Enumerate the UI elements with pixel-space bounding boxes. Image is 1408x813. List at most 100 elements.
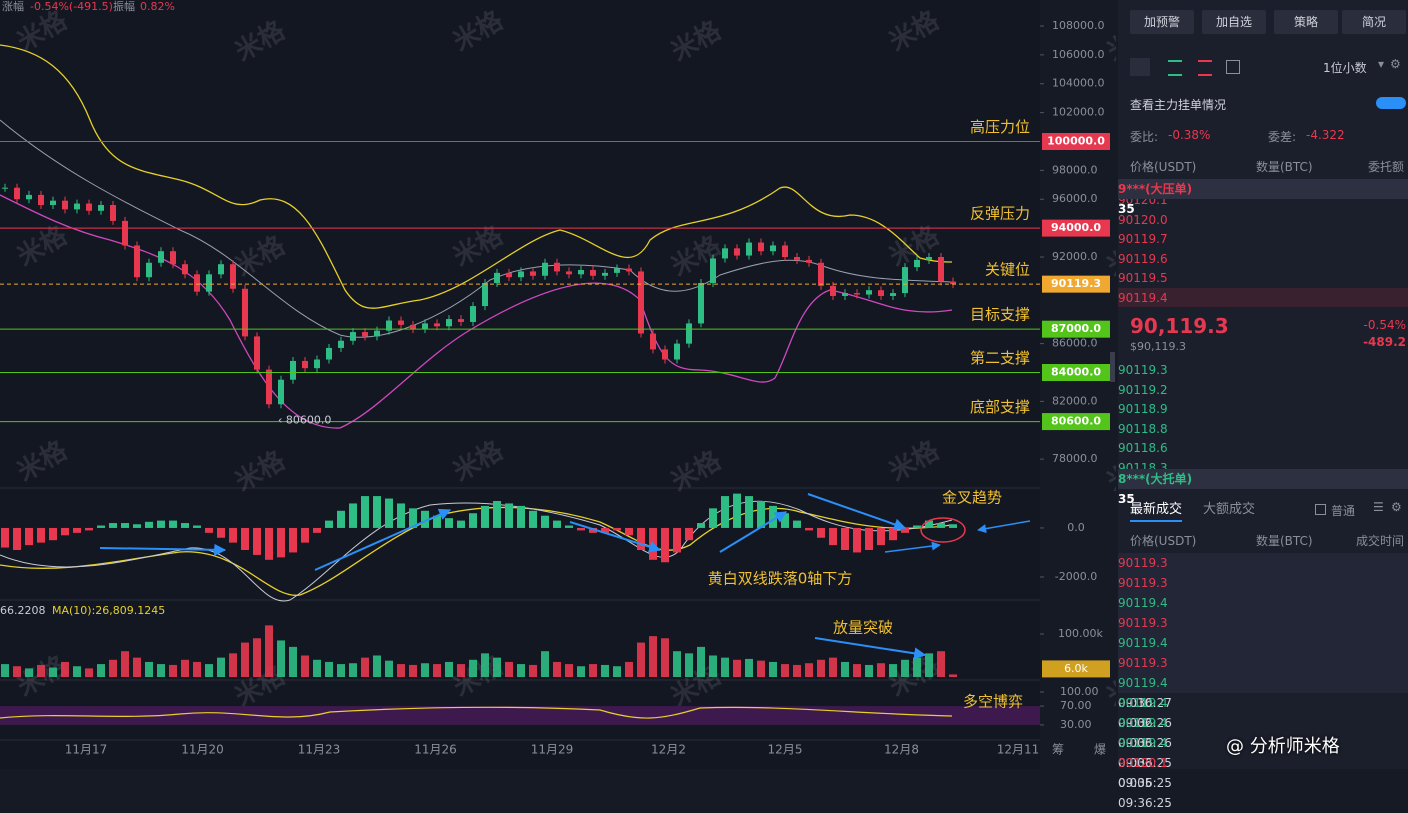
book-row: 90119.20.004360.50 <box>1118 380 1408 399</box>
macd-bar <box>817 527 825 538</box>
volume-bars <box>1 625 957 677</box>
macd-bar <box>913 525 921 528</box>
candle <box>854 293 860 295</box>
macd-hist <box>1 493 957 563</box>
diff: -4.322 <box>1306 128 1345 142</box>
view-icon[interactable] <box>1130 58 1150 76</box>
volume-bar <box>481 653 489 677</box>
button[interactable]: 策略 <box>1274 10 1338 34</box>
level-tag: 80600.0 <box>1051 415 1101 428</box>
button[interactable]: 加自选 <box>1202 10 1266 34</box>
candle <box>470 306 476 322</box>
candle <box>170 251 176 265</box>
volume-bar <box>457 664 465 677</box>
price: 90119.2 <box>1118 382 1168 397</box>
candles <box>2 183 956 409</box>
volume-bar <box>841 661 849 677</box>
button[interactable]: 简况 <box>1342 10 1406 34</box>
macd-bar <box>193 525 201 528</box>
candle <box>902 267 908 294</box>
view-icon[interactable] <box>1168 60 1182 76</box>
macd-bar <box>265 527 273 560</box>
y-tick-label: 92000.0 <box>1052 250 1098 263</box>
current-volume-bg <box>1042 660 1110 678</box>
volume-bar <box>145 661 153 677</box>
volume-bar <box>697 646 705 677</box>
volume-bar <box>781 664 789 677</box>
macd-bar <box>925 520 933 528</box>
candle <box>290 360 296 380</box>
candle <box>950 281 956 285</box>
macd-bar <box>145 521 153 528</box>
candle <box>626 268 632 272</box>
level-tag: 87000.0 <box>1051 322 1101 335</box>
candle <box>194 274 200 292</box>
level-name: 底部支撑 <box>970 398 1030 416</box>
macd-bar <box>217 527 225 538</box>
button[interactable]: 加预警 <box>1130 10 1194 34</box>
book-row: 90118.90.005450.60 <box>1118 399 1408 418</box>
macd-bar <box>277 527 285 558</box>
candle <box>542 262 548 276</box>
settings-icon[interactable]: ⚙ <box>1391 500 1402 514</box>
highlight-circle <box>920 517 966 543</box>
x-tick-label: 12月11 <box>997 743 1040 757</box>
rsi-line <box>0 706 953 719</box>
level-tag: 94000.0 <box>1051 221 1101 234</box>
tab[interactable]: 大额成交 <box>1203 502 1256 517</box>
axis-bg <box>1040 0 1116 769</box>
volume-bar <box>829 657 837 677</box>
volume-bar <box>817 659 825 677</box>
candle <box>530 271 536 276</box>
macd-bar <box>253 527 261 555</box>
volume-legend: MA(10):26,809.1245 <box>52 604 165 617</box>
filter-icon[interactable]: ☰ <box>1373 500 1384 514</box>
volume-bar <box>577 666 585 677</box>
macd-bar <box>613 527 621 531</box>
checkbox[interactable] <box>1315 504 1326 515</box>
macd-bar <box>181 523 189 528</box>
candle <box>794 256 800 260</box>
main-orders[interactable]: 查看主力挂单情况 <box>1130 98 1227 112</box>
macd-bar <box>61 527 69 536</box>
candle <box>74 203 80 210</box>
macd-bar <box>553 520 561 528</box>
x-tick-label: 12月8 <box>884 743 919 757</box>
level-tag-bg <box>1042 363 1110 381</box>
book-row: 90119.60.003270.40 <box>1118 249 1408 268</box>
macd-bar <box>49 527 57 541</box>
decimals[interactable]: 1位小数 <box>1323 61 1367 75</box>
y-tick-label: 100.00k <box>1058 627 1103 640</box>
volume-bar <box>73 666 81 677</box>
tab[interactable]: 最新成交 <box>1130 498 1183 522</box>
macd-bar <box>757 500 765 528</box>
macd-bar <box>133 524 141 528</box>
macd-bar <box>373 496 381 528</box>
macd-bar <box>433 515 441 528</box>
scroll-handle[interactable] <box>1110 352 1115 382</box>
level-name: 反弹压力 <box>970 205 1030 223</box>
toggle[interactable] <box>1376 97 1406 109</box>
y-tick-label: 30.00 <box>1060 718 1092 731</box>
volume-bar <box>37 664 45 677</box>
arrow <box>569 521 662 553</box>
view-icon[interactable] <box>1226 60 1240 74</box>
time: 09:36:27 <box>1118 696 1172 710</box>
macd-bar <box>793 520 801 528</box>
view-icon[interactable] <box>1198 60 1212 76</box>
arrow <box>807 493 907 531</box>
settings-icon[interactable]: ⚙ <box>1390 57 1401 71</box>
candle <box>410 324 416 330</box>
arrow <box>977 520 1031 534</box>
candle <box>122 220 128 246</box>
macd-bar <box>169 520 177 528</box>
volume-bar <box>121 651 129 677</box>
volume-bar <box>433 664 441 677</box>
candle <box>206 274 212 292</box>
macd-bar <box>529 510 537 528</box>
